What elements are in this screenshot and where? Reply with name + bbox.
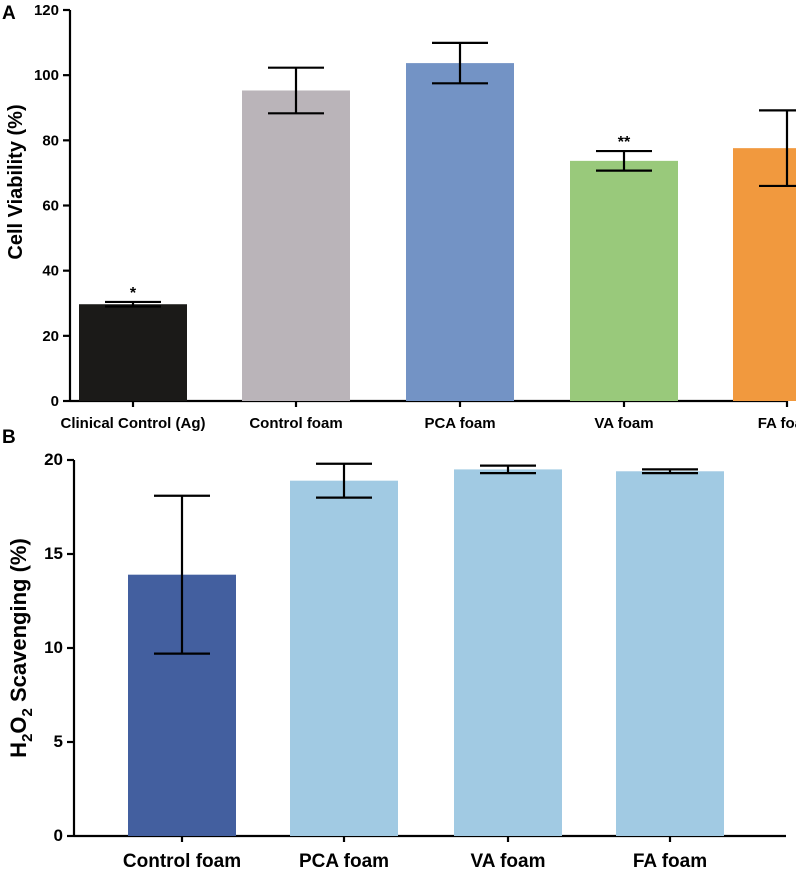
category-label: Control foam: [123, 851, 241, 871]
y-label-o: O: [6, 716, 31, 733]
y-tick-label: 40: [42, 263, 59, 280]
bar: [733, 148, 796, 401]
y-label-sub2: 2: [19, 708, 36, 716]
y-tick-label: 60: [42, 198, 59, 215]
category-label: Control foam: [249, 415, 342, 432]
y-tick-label: 120: [34, 2, 59, 19]
y-label-sub1: 2: [19, 734, 36, 742]
panel-a-axes: 0 20 40 60 80 100 120 Clinical Control (Ag) Cont…: [34, 2, 796, 432]
panel-b-y-axis-label: H2O2 Scavenging (%): [6, 538, 36, 758]
y-tick-label: 20: [44, 450, 63, 469]
significance-marker: *: [130, 285, 137, 302]
y-label-rest: Scavenging (%): [6, 538, 31, 708]
bar: [406, 63, 514, 401]
y-tick-label: 5: [54, 732, 63, 751]
y-tick-label: 80: [42, 132, 59, 149]
bar: [79, 304, 187, 401]
category-label: VA foam: [594, 415, 653, 432]
y-tick-label: 100: [34, 67, 59, 84]
panel-a-letter: A: [2, 3, 16, 24]
panel-a: A Cell Viability (%) 0 20 40 60 80 100 120 Clin…: [2, 2, 796, 432]
bar: [570, 160, 678, 401]
category-label: PCA foam: [424, 415, 495, 432]
category-label: Clinical Control (Ag): [61, 415, 206, 432]
y-tick-label: 20: [42, 328, 59, 345]
significance-marker: **: [618, 134, 631, 151]
category-label: PCA foam: [299, 851, 389, 871]
y-tick-label: 15: [44, 544, 63, 563]
bar: [242, 90, 350, 401]
bar: [290, 480, 398, 836]
y-tick-label: 10: [44, 638, 63, 657]
bar: [616, 471, 724, 836]
panel-b-letter: B: [2, 427, 16, 448]
category-label: FA foam: [758, 415, 796, 432]
panel-a-y-axis-label: Cell Viability (%): [5, 104, 27, 259]
y-tick-label: 0: [51, 393, 59, 410]
y-tick-label: 0: [54, 826, 63, 845]
y-label-h: H: [6, 742, 31, 758]
panel-b-bars: [128, 462, 724, 836]
bar: [454, 469, 562, 836]
panel-a-bars: ***: [79, 41, 796, 401]
category-label: VA foam: [471, 851, 546, 871]
category-label: FA foam: [633, 851, 707, 871]
